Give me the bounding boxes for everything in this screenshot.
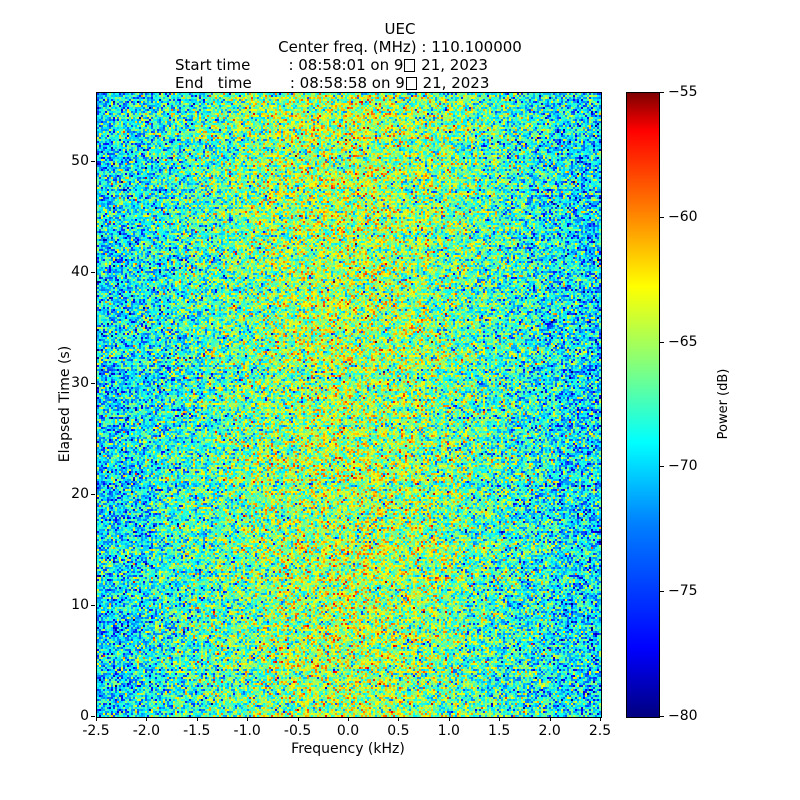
x-tick [96,717,97,721]
y-tick-label: 40 [71,263,89,280]
x-tick-label: 2.5 [588,723,612,739]
x-tick-label: 1.0 [437,723,460,739]
x-tick [196,717,198,721]
x-tick-label: -0.5 [283,723,312,739]
y-tick [91,716,95,717]
x-tick-label: -2.5 [82,723,110,739]
y-tick-label: 20 [71,485,89,502]
colorbar-tick [660,216,664,218]
title-line-end-time: End time : 08:58:58 on 9 21, 2023 [175,74,800,92]
colorbar-tick-label: −75 [668,583,698,600]
colorbar-tick-label: −55 [668,84,698,100]
x-tick-label: 2.0 [538,723,561,739]
colorbar-label: Power (dB) [716,368,731,440]
x-tick-label: 0.5 [387,723,410,739]
x-tick [499,717,501,721]
spectrogram-plot-area [96,92,602,718]
colorbar [626,92,660,718]
x-tick [247,717,249,721]
title-line-station: UEC [384,20,416,38]
y-tick-label: 0 [80,708,89,724]
end-date-suffix: 21, 2023 [417,74,490,92]
y-tick [91,604,95,606]
y-tick-label: 50 [71,152,89,169]
title-line-center-freq: Center freq. (MHz) : 110.100000 [278,38,522,56]
y-axis-label: Elapsed Time (s) [57,345,73,463]
missing-glyph-icon [404,59,416,72]
colorbar-tick-label: −60 [668,208,698,225]
colorbar-tick-label: −80 [668,708,698,724]
x-axis-label: Frequency (kHz) [291,741,405,757]
x-tick-label: -2.0 [132,723,161,739]
colorbar-tick [660,466,664,468]
missing-glyph-icon [405,77,417,90]
x-tick [146,717,148,721]
y-tick [91,271,95,273]
x-tick-label: -1.0 [233,723,261,739]
colorbar-tick [660,341,664,343]
end-time-text: End time : 08:58:58 on 9 [175,74,405,92]
colorbar-tick-label: −65 [668,333,698,350]
colorbar-tick [660,716,664,717]
y-tick [91,493,95,495]
colorbar-gradient [627,93,659,717]
x-tick [297,717,299,721]
x-tick [448,717,450,721]
y-tick-label: 10 [71,596,89,613]
spectrogram-image [97,93,601,717]
title-line-start-time: Start time : 08:58:01 on 9 21, 2023 [175,56,800,74]
y-tick-label: 30 [71,374,89,391]
x-tick-label: -1.5 [183,723,211,739]
y-tick [91,382,95,384]
x-tick [549,717,551,721]
x-tick-label: 1.5 [488,723,511,739]
start-time-text: Start time : 08:58:01 on 9 [175,56,404,74]
x-tick [348,717,349,721]
x-tick-label: 0.0 [336,723,360,739]
colorbar-tick-label: −70 [668,458,698,475]
y-tick [91,160,95,162]
colorbar-tick [660,591,664,593]
colorbar-tick [660,92,664,93]
figure-title-block: UEC Center freq. (MHz) : 110.100000 Star… [0,20,800,92]
start-date-suffix: 21, 2023 [416,56,488,74]
x-tick [398,717,400,721]
x-tick [600,717,601,721]
